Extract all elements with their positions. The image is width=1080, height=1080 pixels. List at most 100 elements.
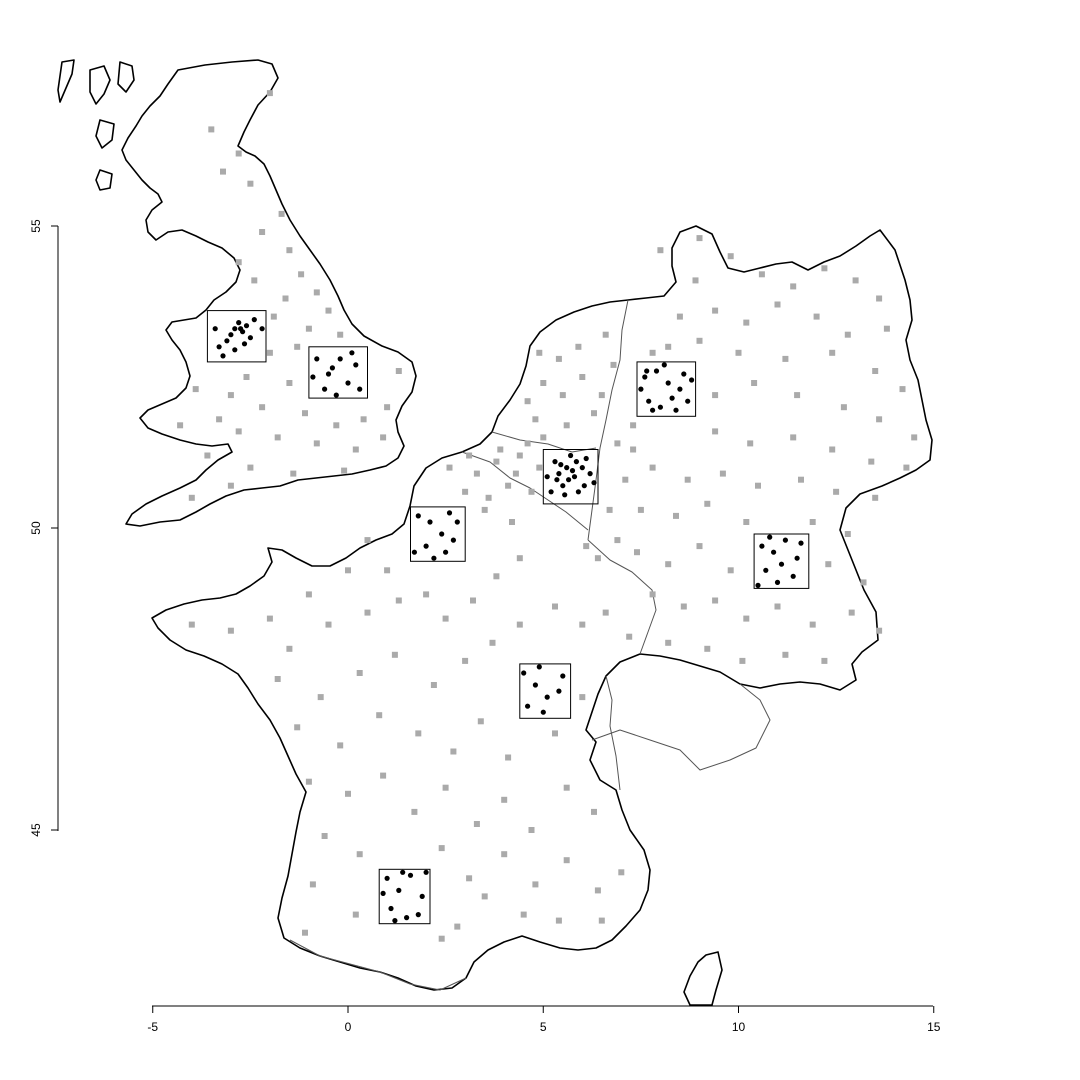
background-point-42 [364,537,371,544]
background-point-64 [356,670,363,676]
background-point-128 [532,416,539,423]
x-tick-label: -5 [147,1020,158,1034]
background-point-133 [555,355,562,362]
background-point-63 [317,694,324,701]
sample-point-80 [798,540,804,546]
background-point-54 [470,597,476,604]
sample-point-55 [661,362,667,368]
background-point-127 [598,392,605,399]
background-point-77 [415,730,422,737]
background-point-149 [852,277,859,284]
background-point-126 [579,374,586,380]
background-point-210 [649,349,656,356]
sample-point-90 [384,875,390,881]
sample-point-53 [685,398,691,404]
background-point-50 [364,609,371,616]
background-point-85 [380,772,387,779]
sample-point-37 [558,462,564,468]
background-point-139 [583,543,590,550]
background-point-72 [602,609,609,616]
background-point-39 [294,343,301,350]
background-point-174 [790,434,797,441]
background-point-204 [876,627,883,634]
sample-point-63 [439,531,445,537]
background-point-138 [594,555,601,562]
background-point-142 [630,446,637,453]
sample-point-47 [653,368,660,374]
background-point-92 [591,808,597,815]
sample-point-58 [669,395,675,401]
background-point-99 [563,857,570,864]
sample-point-57 [650,407,656,413]
background-point-9 [298,271,305,278]
coastline-continent [151,225,933,991]
x-tick-label: 0 [345,1020,352,1034]
background-point-57 [384,567,391,574]
background-point-45 [266,615,273,622]
background-point-35 [192,386,199,393]
background-point-182 [798,476,804,483]
background-point-201 [774,603,781,610]
background-point-102 [352,911,359,918]
background-point-51 [395,597,402,604]
sample-point-51 [657,404,664,410]
sample-point-24 [349,350,355,356]
sample-point-34 [548,489,554,495]
sample-point-22 [333,392,339,398]
sample-point-50 [646,398,652,404]
background-point-38 [380,434,387,441]
background-point-44 [305,591,312,598]
background-point-205 [665,639,672,646]
background-point-56 [516,555,523,562]
background-point-23 [384,404,391,411]
y-axis: 45 50 55 [29,219,59,837]
background-point-1 [208,126,215,133]
background-point-79 [477,718,484,725]
background-point-181 [755,482,761,489]
background-point-76 [376,712,383,719]
coastline-corsica [683,951,723,1006]
sample-point-78 [755,582,761,589]
background-point-11 [251,277,258,284]
sample-point-43 [569,468,576,474]
background-point-41 [227,392,234,399]
sample-point-96 [415,912,421,918]
sample-point-76 [774,579,781,586]
sample-point-18 [353,362,359,368]
background-point-208 [782,651,789,658]
background-point-95 [438,845,445,852]
background-point-84 [345,790,351,797]
sample-point-79 [778,561,785,567]
sample-point-36 [583,455,589,462]
sampling-boxes-layer [206,310,810,925]
sample-point-20 [345,380,351,386]
background-point-22 [360,416,367,423]
sample-point-26 [556,471,562,477]
background-point-65 [391,651,398,658]
background-point-6 [259,229,266,235]
sample-point-52 [673,407,679,413]
background-point-211 [692,277,699,284]
background-point-15 [305,325,312,332]
background-point-83 [305,778,312,785]
background-point-154 [774,301,781,308]
background-point-53 [442,615,449,622]
sampling-box-gascony [378,868,431,925]
background-point-130 [591,410,597,417]
background-point-160 [735,349,742,356]
coastline-hebrides [57,59,135,191]
background-point-115 [528,488,535,495]
background-point-209 [821,657,828,664]
background-point-86 [411,808,418,815]
background-point-48 [286,645,293,652]
background-point-120 [524,440,531,447]
background-point-186 [673,512,679,519]
sample-point-42 [562,492,568,498]
background-point-171 [630,422,637,429]
background-point-18 [286,380,293,386]
background-point-32 [341,467,348,474]
background-point-140 [614,440,621,447]
sampling-box-bavaria [753,533,810,589]
background-point-134 [610,361,617,368]
